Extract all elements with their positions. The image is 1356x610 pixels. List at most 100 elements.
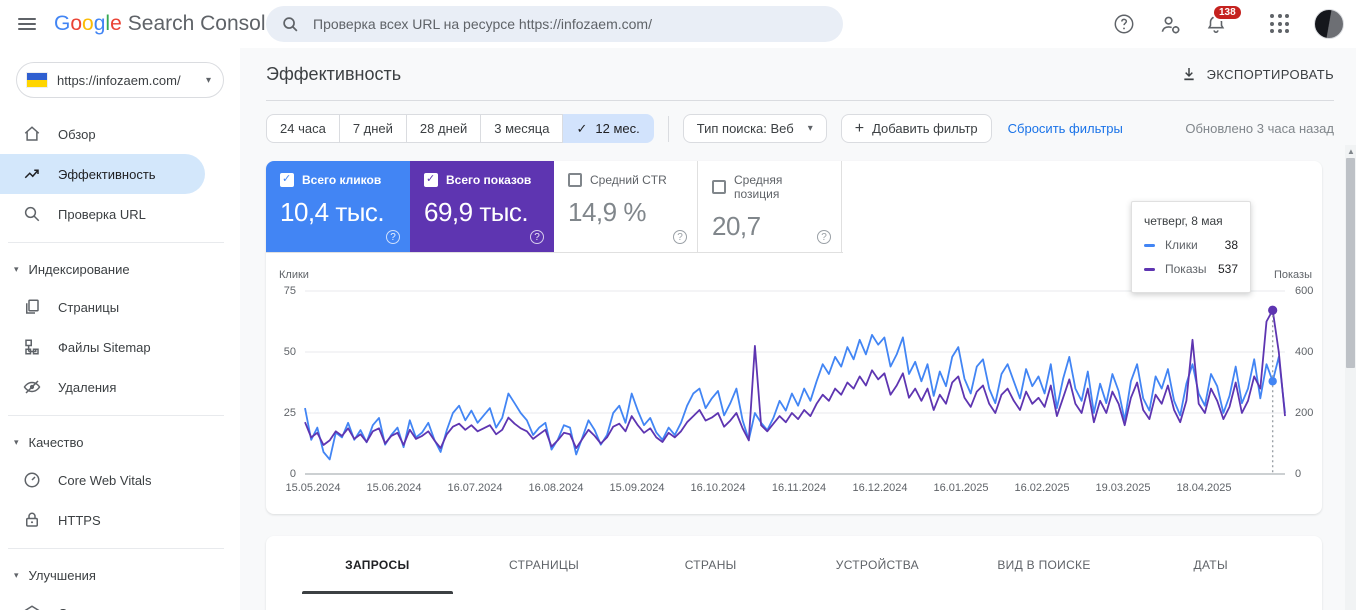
property-url: https://infozaem.com/ [57, 72, 181, 88]
sidebar-section-indexing[interactable]: ▾ Индексирование [0, 251, 240, 287]
range-24h[interactable]: 24 часа [266, 114, 340, 143]
left-axis-title: Клики [279, 269, 309, 281]
check-icon: ✓ [576, 120, 588, 136]
sidebar-section-enhancements[interactable]: ▾ Улучшения [0, 557, 240, 593]
range-3m[interactable]: 3 месяца [481, 114, 564, 143]
plus-icon: + [854, 119, 865, 137]
sidebar-item-https[interactable]: HTTPS [0, 500, 240, 540]
collapse-arrow-icon: ▾ [14, 436, 19, 447]
divider [8, 242, 224, 243]
metric-card-total-clicks[interactable]: Всего кликов 10,4 тыс. ? [266, 161, 410, 252]
add-filter-button[interactable]: + Добавить фильтр [840, 114, 992, 143]
performance-panel: Всего кликов 10,4 тыс. ? Всего показов 6… [266, 161, 1322, 514]
tooltip-row-clicks: Клики 38 [1144, 238, 1238, 252]
sidebar-item-sitemaps[interactable]: Файлы Sitemap [0, 327, 240, 367]
reset-filters-link[interactable]: Сбросить фильтры [1007, 121, 1123, 136]
tab-pages[interactable]: СТРАНИЦЫ [509, 557, 579, 572]
sidebar-item-core-web-vitals[interactable]: Core Web Vitals [0, 460, 240, 500]
main-content: Эффективность ЭКСПОРТИРОВАТЬ 24 часа 7 д… [240, 48, 1356, 610]
chevron-down-icon: ▾ [807, 123, 813, 134]
impressions-series-swatch [1144, 267, 1155, 271]
search-icon [283, 16, 298, 31]
section-label: Улучшения [28, 567, 96, 583]
range-28d[interactable]: 28 дней [406, 114, 482, 143]
sidebar-item-pages[interactable]: Страницы [0, 287, 240, 327]
page-title: Эффективность [266, 63, 402, 84]
chart-area: Клики Показы 0 25 50 75 0 200 400 600 15.05.20… [266, 253, 1322, 513]
help-icon[interactable]: ? [817, 230, 831, 244]
notifications-badge: 138 [1212, 4, 1243, 21]
checkbox-checked-icon[interactable] [280, 172, 294, 187]
sidebar-item-label: Файлы Sitemap [58, 339, 151, 355]
property-flag-icon [27, 73, 47, 87]
sidebar-item-label: Проверка URL [58, 206, 146, 222]
sidebar-item-removals[interactable]: Удаления [0, 367, 240, 407]
divider [8, 415, 224, 416]
notifications-bell-icon[interactable]: 138 [1204, 4, 1243, 36]
divider [8, 548, 224, 549]
sitemap-icon [22, 338, 42, 356]
sidebar-item-url-inspection[interactable]: Проверка URL [0, 194, 240, 234]
x-axis-labels: 15.05.2024 15.06.2024 16.07.2024 16.08.2024… [285, 482, 1232, 494]
sidebar: https://infozaem.com/ ▾ Обзор Эффективно… [0, 48, 240, 610]
scrollbar-thumb[interactable] [1346, 158, 1355, 368]
last-updated-text: Обновлено 3 часа назад [1185, 121, 1334, 136]
sidebar-item-overview[interactable]: Обзор [0, 114, 240, 154]
url-inspect-search-input[interactable]: Проверка всех URL на ресурсе https://inf… [266, 6, 843, 42]
sidebar-item-label: Строки навигации [58, 606, 167, 610]
filter-bar: 24 часа 7 дней 28 дней 3 месяца ✓ 12 мес… [266, 114, 1334, 143]
search-placeholder: Проверка всех URL на ресурсе https://inf… [313, 16, 652, 32]
section-label: Качество [28, 434, 84, 450]
speedometer-icon [22, 471, 42, 489]
tab-countries[interactable]: СТРАНЫ [684, 557, 737, 572]
search-icon [22, 205, 42, 223]
vertical-scrollbar[interactable]: ▲ [1345, 145, 1356, 610]
menu-icon[interactable] [18, 18, 36, 30]
download-icon [1183, 68, 1194, 81]
chart-tooltip: четверг, 8 мая Клики 38 Показы 537 [1131, 201, 1251, 293]
layers-icon [22, 604, 42, 610]
sidebar-section-quality[interactable]: ▾ Качество [0, 424, 240, 460]
performance-chart-svg[interactable] [304, 290, 1286, 475]
help-icon[interactable]: ? [673, 230, 687, 244]
home-icon [22, 125, 42, 143]
export-button[interactable]: ЭКСПОРТИРОВАТЬ [1181, 66, 1334, 82]
checkbox-checked-icon[interactable] [424, 172, 438, 187]
range-12m-selected[interactable]: ✓ 12 мес. [563, 114, 654, 143]
metric-card-average-position[interactable]: Средняя позиция 20,7 ? [698, 161, 842, 252]
date-range-selector: 24 часа 7 дней 28 дней 3 месяца ✓ 12 мес… [266, 114, 654, 143]
account-avatar[interactable] [1314, 9, 1344, 39]
user-settings-icon[interactable] [1158, 12, 1182, 36]
checkbox-unchecked-icon[interactable] [568, 173, 582, 187]
section-label: Индексирование [28, 261, 130, 277]
search-type-dropdown[interactable]: Тип поиска: Веб ▾ [682, 114, 827, 143]
tab-dates[interactable]: ДАТЫ [1193, 557, 1228, 572]
tab-search-appearance[interactable]: ВИД В ПОИСКЕ [997, 557, 1091, 572]
range-7d[interactable]: 7 дней [339, 114, 407, 143]
sidebar-item-breadcrumbs[interactable]: Строки навигации [0, 593, 240, 610]
help-icon[interactable]: ? [386, 230, 400, 244]
metric-card-total-impressions[interactable]: Всего показов 69,9 тыс. ? [410, 161, 554, 252]
chevron-down-icon: ▾ [205, 74, 211, 86]
checkbox-unchecked-icon[interactable] [712, 180, 726, 194]
metric-card-average-ctr[interactable]: Средний CTR 14,9 % ? [554, 161, 698, 252]
sidebar-item-label: Core Web Vitals [58, 472, 152, 488]
help-icon[interactable]: ? [530, 230, 544, 244]
sidebar-item-label: Обзор [58, 126, 96, 142]
pages-icon [22, 298, 42, 316]
help-icon[interactable] [1112, 12, 1136, 36]
tab-queries[interactable]: ЗАПРОСЫ [294, 536, 461, 594]
sidebar-item-label: Страницы [58, 299, 120, 315]
metric-value: 69,9 тыс. [424, 197, 529, 227]
collapse-arrow-icon: ▾ [14, 263, 19, 274]
divider [667, 115, 669, 142]
sidebar-item-performance[interactable]: Эффективность [0, 154, 205, 194]
google-apps-icon[interactable] [1268, 12, 1292, 36]
scroll-up-icon[interactable]: ▲ [1347, 147, 1355, 156]
dimensions-panel: ЗАПРОСЫ СТРАНИЦЫ СТРАНЫ УСТРОЙСТВА ВИД В… [266, 536, 1322, 610]
metric-cards: Всего кликов 10,4 тыс. ? Всего показов 6… [266, 161, 843, 253]
tab-devices[interactable]: УСТРОЙСТВА [835, 557, 919, 572]
lock-icon [22, 511, 42, 529]
property-selector[interactable]: https://infozaem.com/ ▾ [16, 62, 224, 98]
